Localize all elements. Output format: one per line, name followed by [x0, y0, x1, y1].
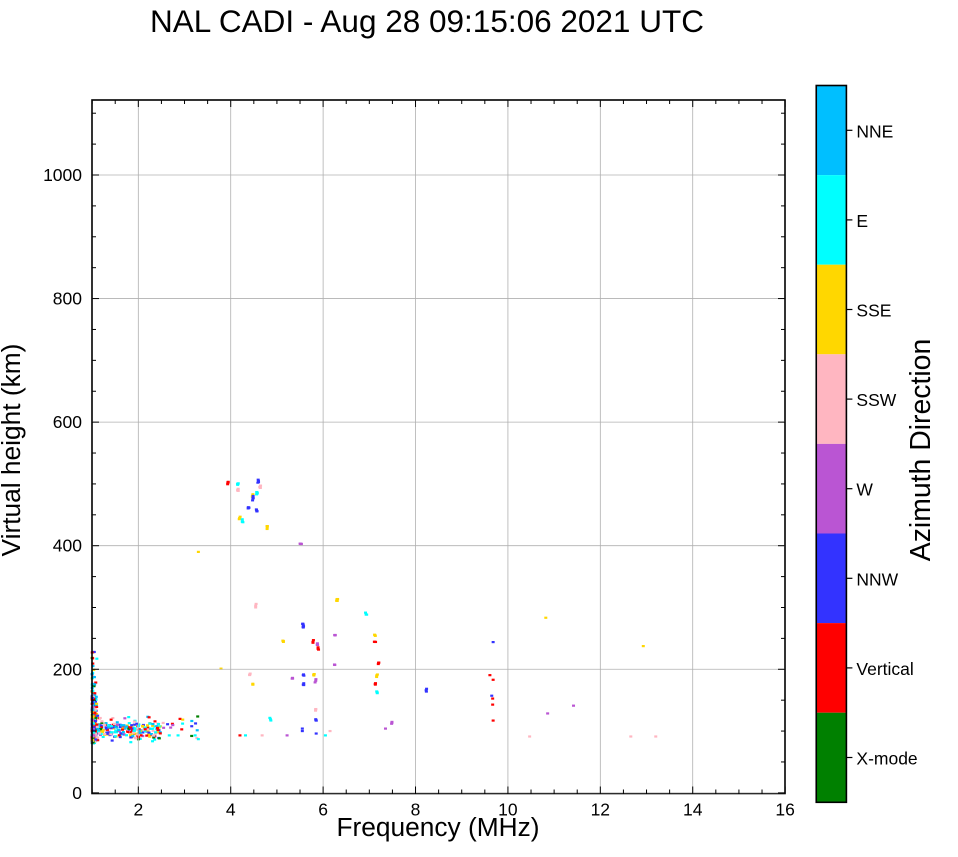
svg-text:2: 2 — [133, 800, 143, 820]
svg-text:NNE: NNE — [856, 121, 893, 141]
svg-text:600: 600 — [53, 412, 82, 432]
svg-text:14: 14 — [683, 800, 703, 820]
svg-text:X-mode: X-mode — [856, 749, 917, 769]
svg-text:6: 6 — [318, 800, 328, 820]
svg-text:400: 400 — [53, 536, 82, 556]
svg-text:E: E — [856, 211, 868, 231]
svg-text:1000: 1000 — [43, 165, 82, 185]
svg-text:0: 0 — [72, 783, 82, 803]
svg-text:SSE: SSE — [856, 301, 891, 321]
svg-text:Virtual height (km): Virtual height (km) — [0, 344, 26, 557]
svg-text:SSW: SSW — [856, 390, 896, 410]
svg-text:Frequency (MHz): Frequency (MHz) — [336, 812, 539, 842]
svg-text:Azimuth Direction: Azimuth Direction — [905, 339, 937, 561]
svg-text:4: 4 — [226, 800, 236, 820]
svg-text:NNW: NNW — [856, 569, 898, 589]
svg-text:800: 800 — [53, 289, 82, 309]
svg-text:NAL CADI - Aug 28 09:15:06 202: NAL CADI - Aug 28 09:15:06 2021 UTC — [150, 3, 704, 39]
svg-text:Vertical: Vertical — [856, 659, 913, 679]
svg-text:12: 12 — [591, 800, 610, 820]
svg-text:200: 200 — [53, 659, 82, 679]
svg-text:W: W — [856, 480, 873, 500]
svg-text:16: 16 — [775, 800, 794, 820]
